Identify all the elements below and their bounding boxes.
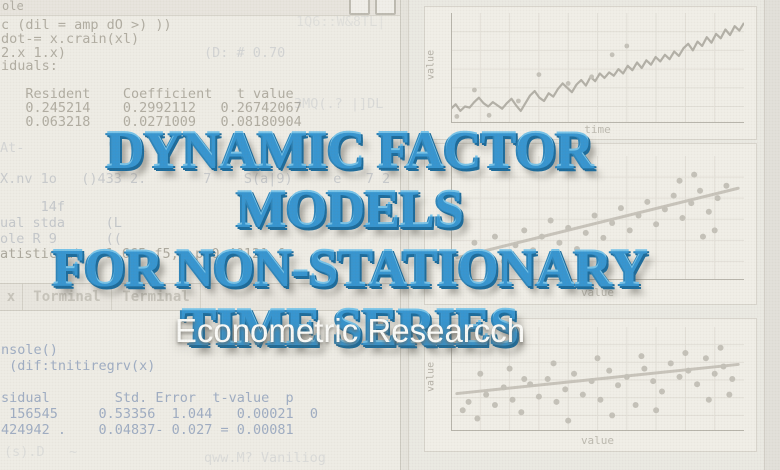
maximize-button[interactable]	[375, 0, 396, 15]
ghost-text: 3MQ(.? |]DL	[294, 96, 384, 112]
ghost-text: X.nv 1o ()433 2. 7 S(a|9) e 7 2	[0, 171, 391, 187]
ghost-text: At- 'n WL	[0, 140, 147, 156]
subtitle: Econometric Researcch	[174, 312, 526, 349]
chart-panel-scatter-bottom: value value	[424, 318, 757, 452]
console-output: c (dil = amp dO >) )) dot-= x.crain(xl) …	[1, 17, 302, 130]
ghost-text: 14f	[0, 199, 66, 215]
x-axis-label: value	[580, 286, 615, 299]
title-line-2: FOR NON-STATIONARY	[52, 240, 648, 298]
line-chart	[451, 13, 744, 123]
title-line-3: TIME SERIES	[181, 299, 519, 357]
console-window: ole c (dil = amp dO >) )) dot-= x.crain(…	[0, 0, 401, 470]
terminal-output: nsole() (dif:tnitiregrv(x) sidual Std. E…	[1, 342, 318, 438]
console-title: ole	[2, 0, 24, 13]
x-axis-label: time	[584, 123, 611, 136]
terminal-tabbar: x Torminal Terminal	[0, 283, 400, 311]
scatter-chart	[451, 156, 744, 280]
terminal-tab[interactable]: Torminal	[23, 284, 112, 310]
scatter-chart	[451, 327, 744, 431]
title-line-1: DYNAMIC FACTOR MODELS	[106, 122, 594, 239]
main-title: DYNAMIC FACTOR MODELS FOR NON-STATIONARY…	[0, 122, 700, 358]
ghost-text: ole R 9 ((	[0, 231, 122, 247]
chart-panel-scatter-mid: value	[424, 143, 757, 305]
ghost-text: atistic at 1.665 f5, p=0.4012] f	[0, 246, 285, 262]
x-axis-label: value	[580, 434, 615, 447]
ghost-text: qww.M? Vaniliog	[204, 450, 326, 466]
chart-panel-timeseries: value time	[424, 6, 757, 140]
ghost-text: (s).D ~	[4, 444, 78, 460]
right-margin-strip	[764, 0, 780, 470]
terminal-tab[interactable]: Terminal	[112, 284, 201, 310]
y-axis-label: value	[425, 49, 437, 81]
minimize-button[interactable]	[349, 0, 370, 15]
ghost-text: (D: # 0.70	[204, 45, 286, 61]
ghost-text: 1Q6::W&8TL|	[296, 14, 386, 30]
console-titlebar: ole	[0, 0, 400, 16]
ghost-text: ual stda (L	[0, 215, 122, 231]
terminal-tab[interactable]: x	[0, 284, 23, 310]
